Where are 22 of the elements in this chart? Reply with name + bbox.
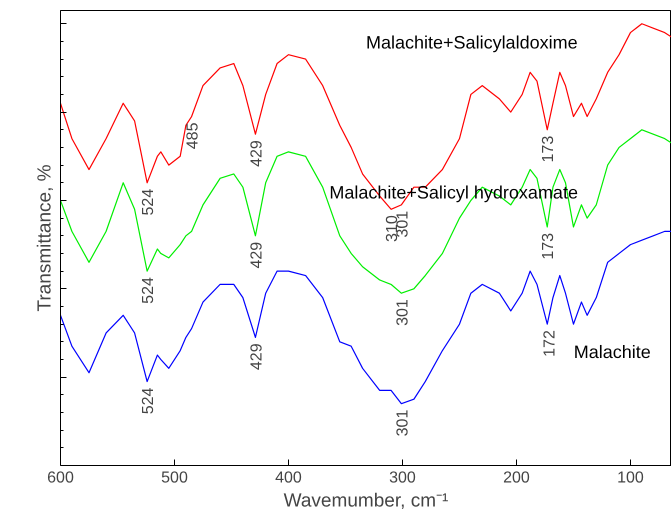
- annotation: 301: [394, 410, 412, 436]
- annotation: 485: [184, 122, 202, 150]
- annotation: 524: [140, 387, 158, 414]
- annotation: 524: [140, 277, 158, 304]
- annotation: 173: [540, 232, 558, 260]
- x-tick-label: 300: [389, 470, 416, 486]
- annotation: 429: [248, 343, 266, 370]
- x-tick-label: 100: [617, 470, 644, 486]
- x-axis-title: Wavemumber, cm⁻¹: [284, 490, 448, 512]
- annotation: 173: [540, 136, 558, 162]
- x-tick-label: 500: [161, 470, 188, 486]
- annotation: 301: [394, 299, 412, 326]
- annotation: 172: [541, 330, 558, 357]
- y-axis-title: Transmittance, %: [34, 164, 56, 312]
- x-tick-label: 600: [47, 470, 74, 486]
- annotation: 429: [248, 140, 266, 167]
- x-tick-label: 200: [503, 470, 530, 486]
- series-label: Malachite: [574, 342, 651, 362]
- series-label: Malachite+Salicylaldoxime: [366, 32, 578, 52]
- annotation: 429: [248, 242, 266, 268]
- annotation: 524: [140, 188, 158, 216]
- x-tick-label: 400: [275, 470, 302, 486]
